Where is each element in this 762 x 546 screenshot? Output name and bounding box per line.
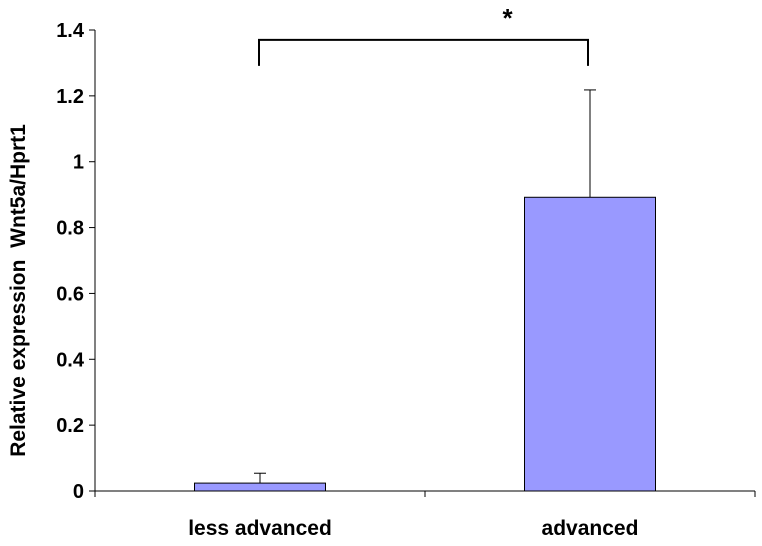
y-tick-label: 0.6 bbox=[56, 283, 84, 305]
y-tick-label: 1 bbox=[73, 152, 84, 174]
significance-label: * bbox=[502, 3, 513, 33]
y-tick-label: 0.2 bbox=[56, 415, 84, 437]
y-tick-label: 1.2 bbox=[56, 86, 84, 108]
bar-1 bbox=[524, 196, 656, 492]
y-axis-title: Relative expression Wnt5a/Hprt1 bbox=[7, 124, 30, 457]
significance-bracket bbox=[258, 38, 589, 66]
x-category-label-1: advanced bbox=[542, 517, 639, 540]
y-tick-label: 1.4 bbox=[56, 20, 85, 42]
y-tick-label: 0.8 bbox=[56, 218, 84, 240]
y-tick-label: 0 bbox=[73, 481, 84, 503]
bar-0 bbox=[194, 482, 326, 492]
x-category-label-0: less advanced bbox=[188, 517, 332, 540]
y-tick-label: 0.4 bbox=[56, 349, 85, 371]
